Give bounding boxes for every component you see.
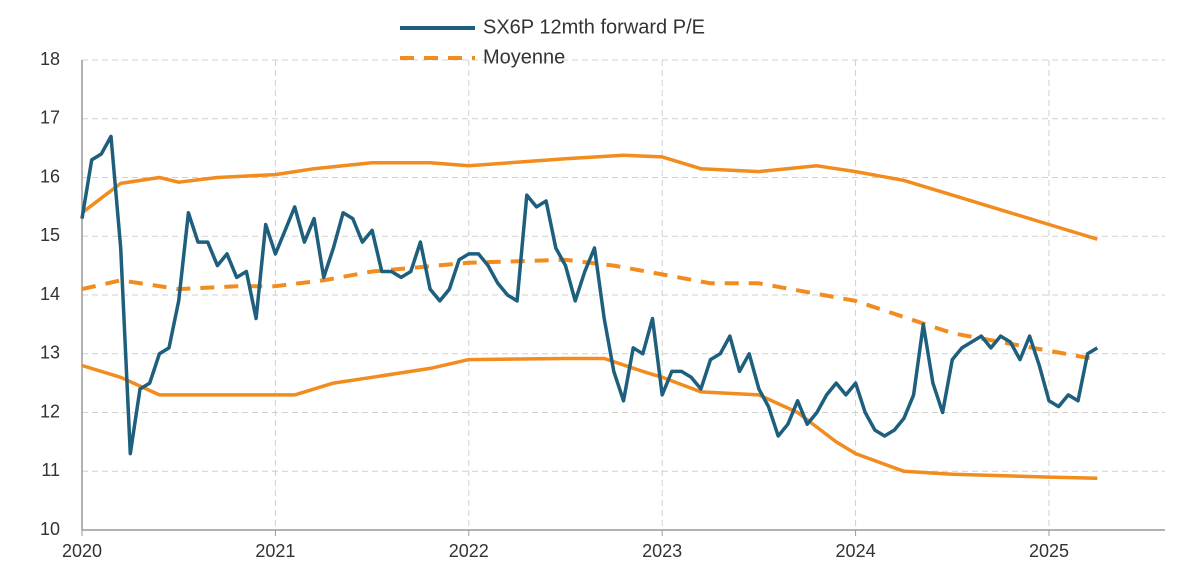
x-tick-label: 2025 bbox=[1029, 541, 1069, 561]
x-tick-label: 2024 bbox=[836, 541, 876, 561]
legend-label: SX6P 12mth forward P/E bbox=[483, 16, 705, 38]
y-tick-label: 17 bbox=[40, 108, 60, 128]
y-tick-label: 11 bbox=[41, 460, 60, 480]
x-tick-label: 2021 bbox=[255, 541, 295, 561]
line-series bbox=[80, 134, 1099, 456]
line-series bbox=[81, 356, 1098, 481]
y-tick-label: 18 bbox=[40, 49, 60, 69]
line-series bbox=[81, 257, 1098, 362]
y-tick-label: 14 bbox=[40, 284, 60, 304]
x-tick-label: 2023 bbox=[642, 541, 682, 561]
x-tick-label: 2020 bbox=[62, 541, 102, 561]
y-tick-label: 12 bbox=[40, 401, 60, 421]
legend-label: Moyenne bbox=[483, 46, 565, 68]
y-tick-label: 16 bbox=[40, 166, 60, 186]
y-tick-label: 10 bbox=[40, 519, 60, 539]
line-series bbox=[80, 153, 1098, 241]
y-tick-label: 13 bbox=[40, 343, 60, 363]
y-tick-label: 15 bbox=[40, 225, 60, 245]
x-tick-label: 2022 bbox=[449, 541, 489, 561]
